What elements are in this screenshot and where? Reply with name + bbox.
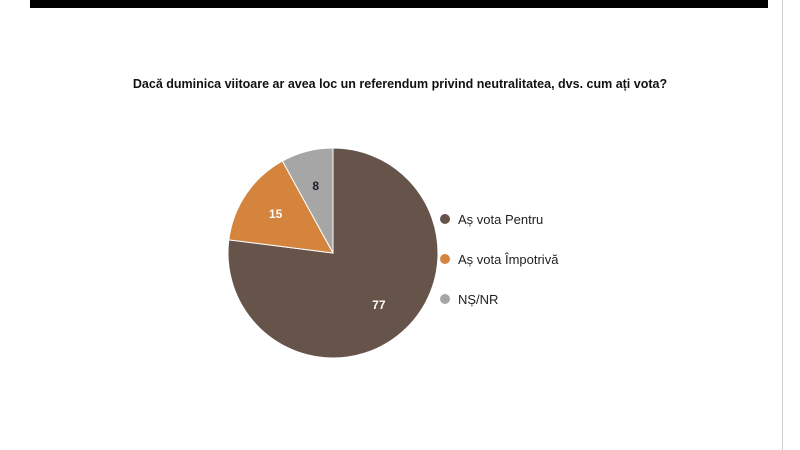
legend-swatch-ns-nr: [440, 294, 450, 304]
legend-label-impotriva: Aș vota Împotrivă: [458, 251, 559, 267]
pie-slice-impotriva: [228, 160, 334, 254]
legend-item-ns-nr: NȘ/NR: [440, 289, 558, 309]
data-label-pentru: 77: [372, 298, 386, 312]
top-black-bar: [30, 0, 768, 8]
legend-item-impotriva: Aș vota Împotrivă: [440, 249, 558, 269]
legend-label-ns-nr: NȘ/NR: [458, 291, 499, 307]
right-edge-line: [782, 0, 783, 450]
chart-title: Dacă duminica viitoare ar avea loc un re…: [132, 77, 668, 91]
legend-swatch-pentru: [440, 214, 450, 224]
legend-swatch-impotriva: [440, 254, 450, 264]
legend-item-pentru: Aș vota Pentru: [440, 209, 558, 229]
legend: Aș vota Pentru Aș vota Împotrivă NȘ/NR: [440, 209, 558, 329]
legend-label-pentru: Aș vota Pentru: [458, 211, 544, 227]
pie-slice-ns-nr: [281, 147, 334, 254]
data-label-impotriva: 15: [269, 207, 283, 221]
data-label-ns-nr: 8: [312, 179, 319, 193]
